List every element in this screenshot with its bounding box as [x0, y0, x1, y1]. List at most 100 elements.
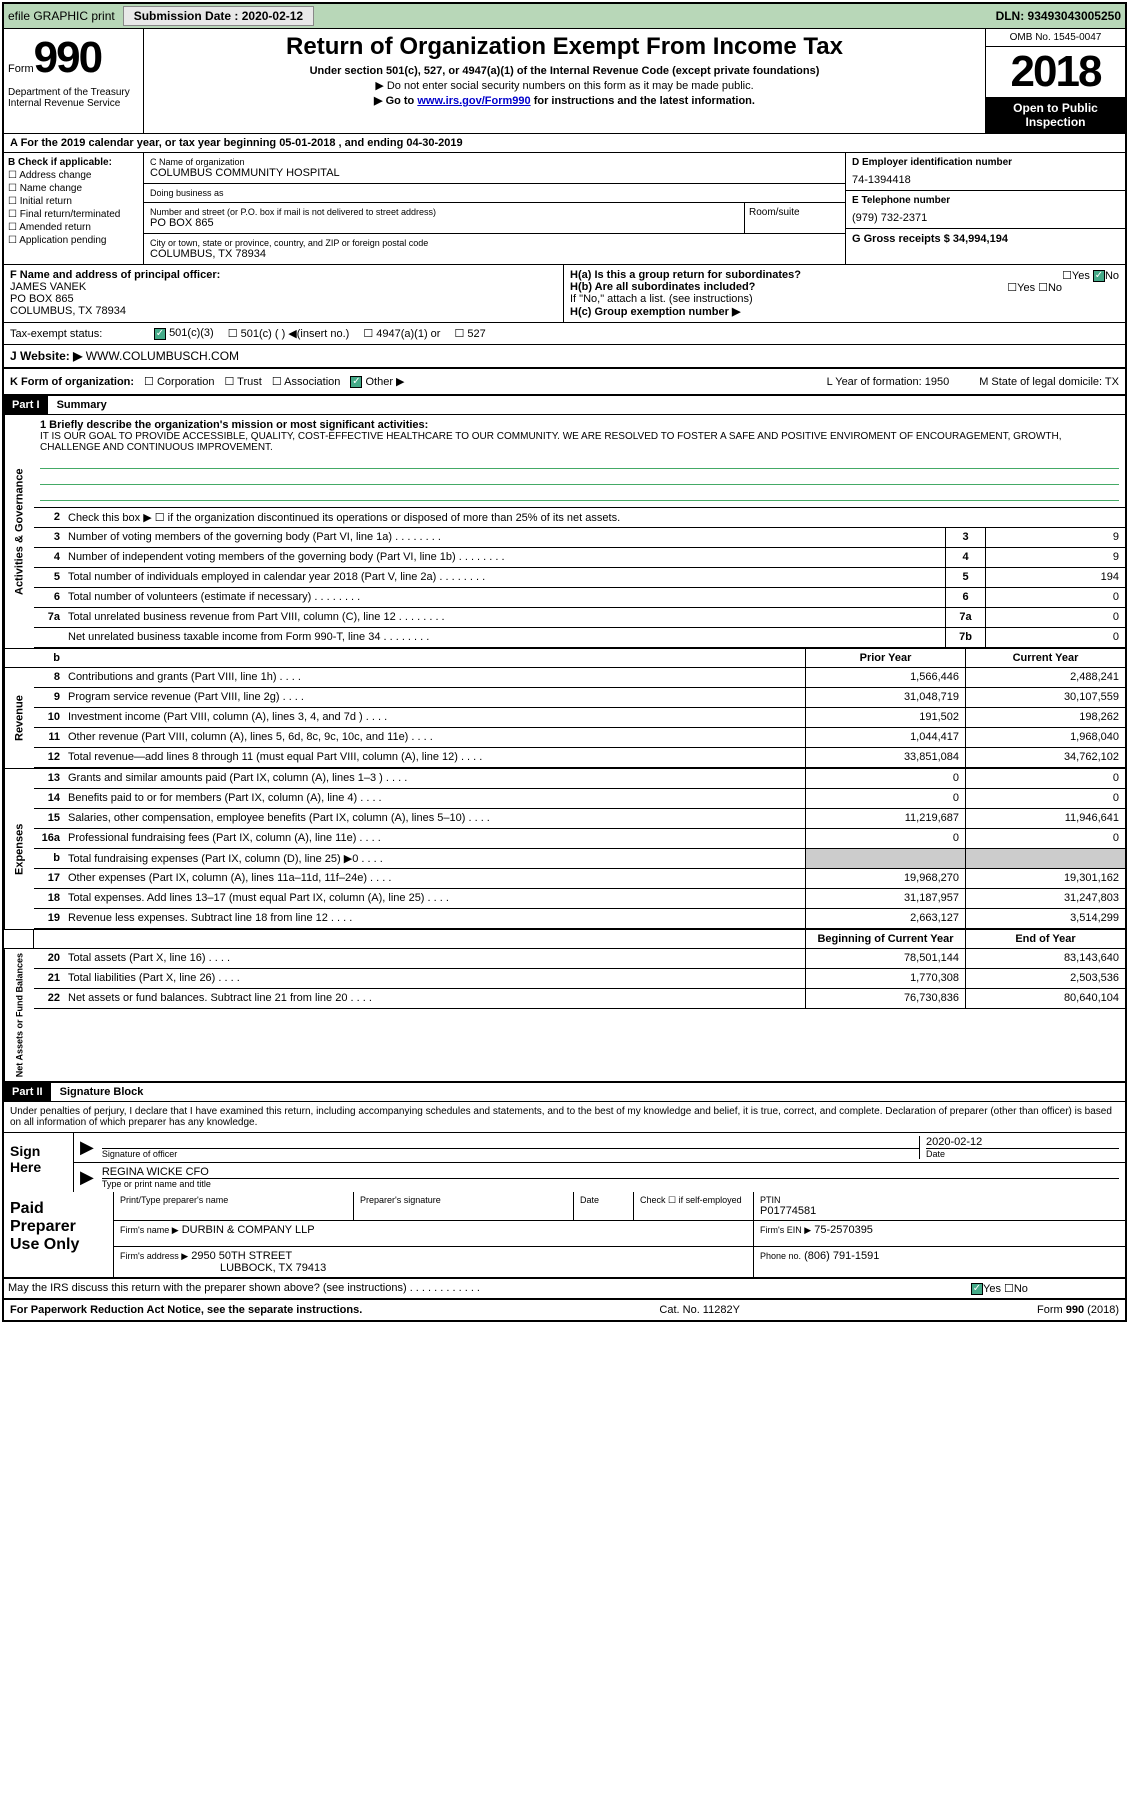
- hc-label: H(c) Group exemption number ▶: [570, 305, 1119, 318]
- side-net: Net Assets or Fund Balances: [4, 949, 34, 1081]
- date-label: Date: [926, 1149, 1119, 1159]
- l-formation: L Year of formation: 1950: [827, 376, 950, 388]
- title-box: Return of Organization Exempt From Incom…: [144, 29, 985, 133]
- chk-initial[interactable]: ☐ Initial return: [8, 196, 139, 207]
- check-applicable-box: B Check if applicable: ☐ Address change …: [4, 153, 144, 264]
- firm-name: DURBIN & COMPANY LLP: [182, 1224, 315, 1236]
- sig-date-value: 2020-02-12: [926, 1136, 1119, 1148]
- sub3-pre: ▶ Go to: [374, 95, 417, 107]
- irs-link[interactable]: www.irs.gov/Form990: [417, 95, 530, 107]
- chk-address[interactable]: ☐ Address change: [8, 170, 139, 181]
- dba-label: Doing business as: [150, 188, 839, 198]
- ha-no-check: ✓: [1093, 270, 1105, 282]
- begin-year-header: Beginning of Current Year: [805, 930, 965, 948]
- blank-line: [40, 455, 1119, 469]
- self-emp-label: Check ☐ if self-employed: [640, 1195, 747, 1206]
- prep-date-label: Date: [580, 1195, 627, 1205]
- part2-header: Part II: [4, 1083, 51, 1101]
- officer-name: JAMES VANEK: [10, 281, 557, 293]
- sign-here-label: Sign Here: [4, 1133, 74, 1192]
- blank-line: [40, 487, 1119, 501]
- chk-name[interactable]: ☐ Name change: [8, 183, 139, 194]
- firm-ein-label: Firm's EIN ▶: [760, 1225, 811, 1235]
- org-name-label: C Name of organization: [150, 157, 839, 167]
- form-title: Return of Organization Exempt From Incom…: [148, 33, 981, 61]
- tax-status-label: Tax-exempt status:: [10, 328, 140, 340]
- mission-text: IT IS OUR GOAL TO PROVIDE ACCESSIBLE, QU…: [40, 431, 1119, 453]
- group-return-box: H(a) Is this a group return for subordin…: [564, 265, 1125, 322]
- form-id-box: Form990 Department of the TreasuryIntern…: [4, 29, 144, 133]
- firm-addr-label: Firm's address ▶: [120, 1251, 188, 1261]
- suite-label: Room/suite: [745, 203, 845, 233]
- ein-value: 74-1394418: [852, 174, 1119, 186]
- part1-header: Part I: [4, 396, 48, 414]
- line1-label: 1 Briefly describe the organization's mi…: [40, 419, 1119, 431]
- org-name: COLUMBUS COMMUNITY HOSPITAL: [150, 167, 839, 179]
- firm-addr: 2950 50TH STREET: [191, 1250, 292, 1262]
- efile-label: efile GRAPHIC print: [8, 9, 115, 23]
- side-revenue: Revenue: [4, 668, 34, 768]
- inspection-label: Open to Public Inspection: [986, 97, 1125, 133]
- firm-city: LUBBOCK, TX 79413: [220, 1262, 747, 1274]
- chk-amended[interactable]: ☐ Amended return: [8, 222, 139, 233]
- officer-addr2: COLUMBUS, TX 78934: [10, 305, 557, 317]
- side-expenses: Expenses: [4, 769, 34, 929]
- footer-left: For Paperwork Reduction Act Notice, see …: [10, 1304, 362, 1316]
- officer-name-title: REGINA WICKE CFO: [102, 1166, 1119, 1178]
- dln-label: DLN: 93493043005250: [996, 9, 1121, 23]
- discuss-yes-check: ✓: [971, 1283, 983, 1295]
- part2-title: Signature Block: [54, 1083, 150, 1101]
- city-label: City or town, state or province, country…: [150, 238, 839, 248]
- declaration-text: Under penalties of perjury, I declare th…: [4, 1102, 1125, 1132]
- current-year-header: Current Year: [965, 649, 1125, 667]
- top-bar: efile GRAPHIC print Submission Date : 20…: [4, 4, 1125, 29]
- side-activities: Activities & Governance: [4, 415, 34, 648]
- ptin-value: P01774581: [760, 1205, 1119, 1217]
- officer-label: Type or print name and title: [102, 1179, 1119, 1189]
- website-label: J Website: ▶: [10, 349, 82, 363]
- firm-name-label: Firm's name ▶: [120, 1225, 179, 1235]
- addr-value: PO BOX 865: [150, 217, 738, 229]
- line2-text: Check this box ▶ ☐ if the organization d…: [64, 508, 1125, 527]
- k-label: K Form of organization:: [10, 376, 134, 388]
- subtitle-3: ▶ Go to www.irs.gov/Form990 for instruct…: [148, 94, 981, 107]
- ein-label: D Employer identification number: [852, 157, 1119, 168]
- prep-sig-label: Preparer's signature: [360, 1195, 567, 1205]
- submission-button[interactable]: Submission Date : 2020-02-12: [123, 6, 314, 26]
- sub3-post: for instructions and the latest informat…: [531, 95, 755, 107]
- form-label: Form: [8, 63, 34, 75]
- prep-name-label: Print/Type preparer's name: [120, 1195, 347, 1205]
- officer-box: F Name and address of principal officer:…: [4, 265, 564, 322]
- firm-ein: 75-2570395: [814, 1224, 873, 1236]
- subtitle-2: ▶ Do not enter social security numbers o…: [148, 79, 981, 92]
- tax-year: 2018: [986, 47, 1125, 97]
- section-a: A For the 2019 calendar year, or tax yea…: [4, 134, 1125, 153]
- f-label: F Name and address of principal officer:: [10, 269, 557, 281]
- omb-label: OMB No. 1545-0047: [986, 29, 1125, 47]
- chk-final[interactable]: ☐ Final return/terminated: [8, 209, 139, 220]
- hb-label: H(b) Are all subordinates included?: [570, 281, 755, 293]
- firm-phone: (806) 791-1591: [804, 1250, 879, 1262]
- phone-label: E Telephone number: [852, 195, 1119, 206]
- chk-pending[interactable]: ☐ Application pending: [8, 235, 139, 246]
- phone-value: (979) 732-2371: [852, 212, 1119, 224]
- paid-preparer-label: Paid Preparer Use Only: [4, 1192, 114, 1277]
- prior-year-header: Prior Year: [805, 649, 965, 667]
- ha-label: H(a) Is this a group return for subordin…: [570, 269, 801, 281]
- 501c3-check: ✓: [154, 328, 166, 340]
- dept-label: Department of the TreasuryInternal Reven…: [8, 87, 139, 109]
- hb-note: If "No," attach a list. (see instruction…: [570, 293, 1119, 305]
- subtitle-1: Under section 501(c), 527, or 4947(a)(1)…: [148, 65, 981, 77]
- officer-addr1: PO BOX 865: [10, 293, 557, 305]
- firm-phone-label: Phone no.: [760, 1251, 801, 1261]
- tax-status-row: Tax-exempt status: ✓ 501(c)(3) ☐ 501(c) …: [4, 323, 1125, 345]
- sig-arrow-icon: ▶: [80, 1137, 94, 1158]
- footer-mid: Cat. No. 11282Y: [659, 1304, 740, 1316]
- ptin-label: PTIN: [760, 1195, 1119, 1205]
- check-b-label: B Check if applicable:: [8, 157, 139, 168]
- blank-line: [40, 471, 1119, 485]
- discuss-text: May the IRS discuss this return with the…: [4, 1279, 965, 1298]
- footer-right: Form 990 (2018): [1037, 1304, 1119, 1316]
- end-year-header: End of Year: [965, 930, 1125, 948]
- form-number: 990: [34, 33, 101, 82]
